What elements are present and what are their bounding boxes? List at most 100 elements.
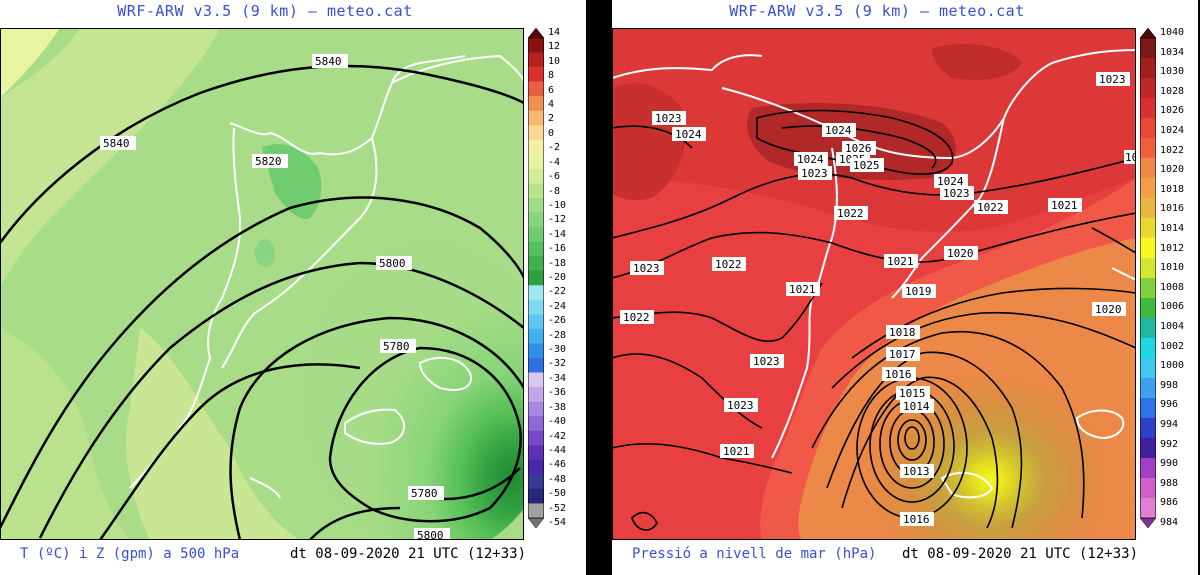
left-colorbar-tick-label: 2 [548, 113, 555, 125]
isobar-label-1023-ne: 1023 [1099, 73, 1126, 86]
left-colorbar-swatch [528, 198, 544, 213]
left-colorbar-tick-label: -2 [548, 142, 561, 154]
left-colorbar-swatch [528, 314, 544, 330]
right-colorbar-swatch [1140, 158, 1156, 179]
right-colorbar-tick-label: 988 [1160, 477, 1179, 489]
contour-label-5780-top: 5780 [383, 340, 410, 353]
right-colorbar-swatch [1140, 338, 1156, 359]
right-colorbar-swatch [1140, 218, 1156, 239]
right-colorbar-tick-label: 1016 [1160, 203, 1185, 215]
right-colorbar-tick-label: 1022 [1160, 144, 1185, 156]
isobar-label-1022-c: 1022 [715, 258, 742, 271]
isobar-label-1017: 1017 [889, 348, 916, 361]
mild-zone-sw [0, 328, 130, 540]
left-colorbar-swatch [528, 125, 544, 141]
left-colorbar-tick-label: -10 [548, 199, 567, 211]
left-colorbar-tick-label: -54 [548, 517, 567, 528]
isobar-label-1025-b: 1025 [853, 159, 880, 172]
isobar-label-1022-a: 1022 [837, 207, 864, 220]
right-colorbar-swatch [1140, 258, 1156, 279]
right-colorbar-tick-label: 986 [1160, 497, 1179, 509]
left-colorbar-swatch [528, 154, 544, 170]
right-colorbar-swatch [1140, 38, 1156, 59]
right-colorbar-swatch [1140, 238, 1156, 259]
right-colorbar-tick-label: 1010 [1160, 262, 1185, 274]
left-colorbar-swatch [528, 328, 544, 344]
contour-label-5800: 5800 [379, 257, 406, 270]
left-colorbar-tick-label: -48 [548, 473, 567, 485]
right-colorbar-tick-label: 1004 [1160, 321, 1185, 332]
right-colorbar-tick-label: 998 [1160, 379, 1179, 391]
left-colorbar-swatch [528, 459, 544, 475]
right-colorbar-swatch [1140, 358, 1156, 379]
right-colorbar-top-arrow [1140, 28, 1156, 39]
isobar-label-1021-b: 1021 [887, 255, 914, 268]
contour-label-5820: 5820 [255, 155, 282, 168]
left-colorbar-swatch [528, 256, 544, 272]
left-colorbar-swatch [528, 488, 544, 504]
left-colorbar-tick-label: -36 [548, 387, 567, 399]
isobar-label-1024-c: 1024 [797, 153, 824, 166]
left-colorbar-swatch [528, 139, 544, 155]
right-colorbar-tick-label: 1020 [1160, 164, 1185, 176]
left-colorbar-tick-label: -16 [548, 243, 567, 255]
left-datetime-label: dt 08-09-2020 21 UTC (12+33) [290, 546, 527, 562]
left-colorbar-tick-label: 4 [548, 99, 555, 111]
isobar-label-1023-a: 1023 [655, 112, 682, 125]
right-colorbar-tick-label: 1034 [1160, 46, 1185, 58]
cold-core [300, 238, 524, 540]
isobar-label-1020-b: 1020 [1095, 303, 1122, 316]
right-colorbar-swatch [1140, 498, 1156, 519]
left-colorbar-tick-label: -34 [548, 372, 567, 384]
left-colorbar-tick-label: -12 [548, 214, 567, 226]
left-colorbar-tick-label: -38 [548, 401, 567, 413]
right-colorbar-tick-label: 1012 [1160, 242, 1185, 254]
right-colorbar-swatch [1140, 278, 1156, 299]
left-colorbar-swatch [528, 212, 544, 228]
left-colorbar [528, 28, 544, 528]
isobar-label-1015: 1015 [899, 387, 926, 400]
left-colorbar-swatch [528, 270, 544, 286]
mild-zone-west [0, 28, 220, 288]
right-colorbar-swatch [1140, 98, 1156, 119]
left-colorbar-swatch [528, 445, 544, 461]
right-colorbar [1140, 28, 1156, 528]
left-colorbar-tick-label: 12 [548, 41, 561, 53]
left-colorbar-tick-label: -20 [548, 272, 567, 283]
isobar-label-1014: 1014 [903, 400, 930, 413]
isobar-label-1023-e: 1023 [753, 355, 780, 368]
isobar-label-1021-a: 1021 [1051, 199, 1078, 212]
left-colorbar-swatch [528, 387, 544, 402]
right-colorbar-tick-label: 1040 [1160, 27, 1185, 38]
right-colorbar-labels: 1040 1034 1030 1028 1026 1024 1022 1020 1018 1016… [1160, 28, 1200, 528]
isobar-label-1021-d: 1021 [723, 445, 750, 458]
isobar-label-1013: 1013 [903, 465, 930, 478]
right-colorbar-swatch [1140, 318, 1156, 339]
left-colorbar-top-arrow [528, 28, 544, 39]
left-colorbar-tick-label: -18 [548, 257, 567, 269]
right-colorbar-tick-label: 992 [1160, 438, 1179, 450]
left-colorbar-tick-label: 6 [548, 84, 555, 96]
left-map-panel: WRF-ARW v3.5 (9 km) – meteo.cat [0, 0, 586, 575]
left-map-canvas: 5840 5840 5820 5800 5780 5780 5800 [0, 28, 524, 540]
left-colorbar-swatch [528, 168, 544, 184]
right-isobars [612, 109, 1136, 531]
right-colorbar-tick-label: 1018 [1160, 183, 1185, 195]
right-colorbar-tick-label: 1024 [1160, 125, 1185, 136]
left-colorbar-tick-label: -24 [548, 300, 567, 312]
left-contour-labels: 5840 5840 5820 5800 5780 5780 5800 [100, 54, 450, 540]
contour-label-5780-bottom: 5780 [411, 487, 438, 500]
left-colorbar-swatch [528, 474, 544, 490]
right-colorbar-swatch [1140, 398, 1156, 419]
left-colorbar-swatch [528, 81, 544, 97]
left-colorbar-tick-label: -44 [548, 444, 567, 456]
low-pressure-zone [798, 238, 1136, 540]
right-colorbar-swatch [1140, 138, 1156, 159]
left-colorbar-swatch [528, 299, 544, 315]
mild-zone-south [126, 328, 300, 540]
left-colorbar-tick-label: -22 [548, 286, 567, 298]
right-colorbar-tick-label: 1014 [1160, 223, 1185, 234]
isobar-label-1018: 1018 [889, 326, 916, 339]
left-colorbar-tick-label: -26 [548, 315, 567, 327]
right-colorbar-tick-label: 1026 [1160, 105, 1185, 117]
